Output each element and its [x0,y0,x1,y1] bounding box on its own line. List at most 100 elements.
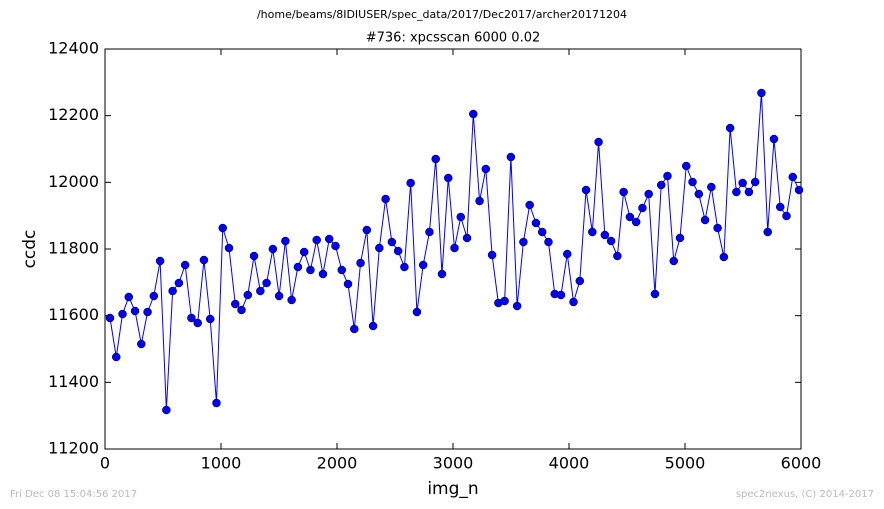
data-point [249,251,259,261]
data-point [732,187,741,197]
data-point [462,233,472,243]
data-point [199,255,209,265]
data-point [725,123,735,133]
data-point [356,258,365,268]
data-point [162,405,171,415]
data-point [794,185,804,195]
data-point [362,225,372,235]
data-point [375,243,384,253]
data-point [137,339,146,349]
x-tick-label: 3000 [433,454,474,473]
data-point [130,306,140,316]
data-point [412,307,422,317]
data-point [437,269,447,279]
data-point [525,200,534,210]
data-point [180,260,190,270]
data-point [368,321,378,331]
data-point [606,236,616,246]
data-point [312,235,321,245]
data-point [594,137,603,147]
data-point [588,227,597,237]
data-point [425,227,434,237]
data-point [506,152,516,162]
data-point [212,398,221,408]
data-point [763,227,772,237]
data-point [537,227,547,237]
data-point [656,180,666,190]
data-point [155,256,165,266]
data-point [149,291,159,301]
data-point [675,233,685,243]
data-point [769,134,779,144]
data-point [713,223,722,233]
data-point [775,202,785,212]
y-tick-label: 12000 [48,172,99,191]
data-point [469,109,478,119]
data-point [237,305,246,315]
data-point [650,289,660,299]
data-point [168,286,177,296]
data-point [243,290,253,300]
data-point [418,260,428,270]
data-point [187,313,196,323]
footer-date: Fri Dec 08 15:04:56 2017 [10,489,137,500]
data-point [205,314,215,324]
x-tick-label: 0 [100,454,110,473]
data-point [143,307,152,317]
data-point [174,278,184,288]
data-point [782,211,791,221]
x-tick-label: 1000 [201,454,242,473]
data-point [443,173,453,183]
data-point [256,286,265,296]
data-point [613,251,622,261]
data-point [719,252,729,262]
data-point [268,244,278,254]
x-tick-label: 6000 [781,454,822,473]
y-tick-label: 12400 [48,39,99,58]
data-point [400,262,409,272]
footer-credit: spec2nexus, (C) 2014-2017 [736,489,874,500]
data-point [381,194,390,204]
data-point [481,164,491,174]
data-point [707,182,716,192]
data-point [788,172,798,182]
data-point [306,265,315,275]
data-point [431,154,440,164]
data-point [343,279,353,289]
data-point [193,318,202,328]
data-point [331,241,340,251]
data-point [669,256,678,266]
y-tick-label: 11200 [48,439,99,458]
data-point [450,243,459,253]
data-point [531,218,541,228]
data-point [287,295,296,305]
data-point [750,177,760,187]
data-point [112,352,121,362]
data-point [387,237,397,247]
data-point [738,178,747,188]
data-point [644,189,653,199]
data-point [544,237,553,247]
data-point [575,276,585,286]
data-point [631,217,641,227]
data-point [318,269,328,279]
y-tick-label: 11800 [48,239,99,258]
data-point [231,299,240,309]
data-point [519,237,528,247]
data-point [124,292,134,302]
data-point [619,187,628,197]
data-point [262,278,271,288]
y-axis-label: ccdc [20,230,40,269]
data-point [456,212,466,222]
data-point [281,236,290,246]
data-point [218,223,227,233]
data-point [563,249,572,259]
x-tick-label: 2000 [317,454,358,473]
data-point [337,265,347,275]
data-point [500,296,509,306]
chart-title: #736: xpcsscan 6000 0.02 [366,31,541,46]
data-point [118,309,127,319]
data-point [694,189,704,199]
y-tick-label: 11400 [48,372,99,391]
